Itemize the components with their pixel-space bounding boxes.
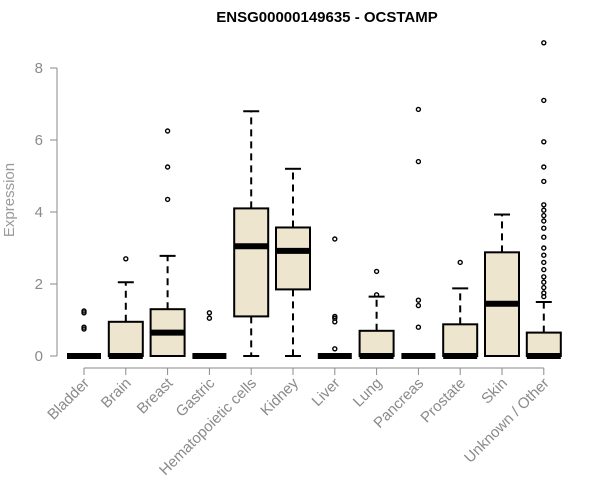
- outlier-point: [415, 324, 422, 330]
- box-group: [149, 128, 186, 358]
- outlier-point: [541, 164, 547, 170]
- y-tick-label: 4: [35, 204, 43, 221]
- outlier-point: [541, 212, 547, 219]
- box-group: [442, 259, 479, 359]
- outlier-point: [373, 292, 380, 298]
- x-tick-label: Kidney: [257, 374, 302, 419]
- y-tick-label: 8: [35, 60, 43, 77]
- outlier-point: [81, 308, 87, 314]
- outlier-point: [541, 279, 547, 285]
- outlier-point: [541, 178, 547, 185]
- outlier-point: [206, 310, 213, 316]
- outlier-point: [332, 313, 338, 320]
- outlier-point: [541, 234, 547, 240]
- outlier-point: [541, 284, 547, 291]
- outlier-point: [164, 164, 171, 170]
- outlier-point: [541, 218, 547, 224]
- x-tick-label: Skin: [478, 375, 511, 408]
- x-tick-label: Bladder: [44, 375, 93, 424]
- x-tick-label: Liver: [309, 375, 344, 410]
- outlier-point: [457, 259, 463, 266]
- outlier-point: [541, 40, 547, 46]
- outlier-point: [415, 302, 422, 309]
- outlier-point: [541, 252, 547, 258]
- outlier-point: [541, 97, 547, 104]
- box: [525, 331, 562, 358]
- outlier-point: [541, 245, 547, 251]
- box-group: [358, 268, 395, 359]
- x-tick-label: Breast: [134, 374, 177, 417]
- x-tick-label: Lung: [350, 375, 386, 411]
- box-group: [192, 310, 227, 359]
- outlier-point: [332, 346, 338, 352]
- outlier-point: [415, 158, 422, 165]
- y-tick-label: 0: [35, 348, 43, 365]
- outlier-point: [541, 266, 547, 273]
- box-group: [233, 110, 270, 357]
- outlier-point: [541, 207, 547, 213]
- box-group: [317, 236, 352, 359]
- box: [275, 226, 311, 291]
- outlier-point: [164, 196, 171, 203]
- box: [358, 329, 395, 357]
- outlier-point: [541, 202, 547, 208]
- outlier-point: [541, 274, 547, 280]
- box: [442, 323, 479, 358]
- box-group: [525, 40, 562, 359]
- x-tick-label: Prostate: [417, 375, 469, 427]
- outlier-point: [541, 225, 547, 231]
- outlier-point: [541, 290, 547, 296]
- chart-title: ENSG00000149635 - OCSTAMP: [216, 9, 438, 26]
- y-tick-label: 2: [35, 276, 43, 293]
- y-tick-label: 6: [35, 132, 43, 149]
- outlier-point: [541, 139, 547, 145]
- box: [107, 320, 144, 357]
- y-axis: 0 2 4 6 8: [35, 60, 58, 365]
- outlier-point: [415, 106, 422, 113]
- outlier-point: [541, 259, 547, 266]
- x-tick-label: Brain: [98, 375, 135, 412]
- outlier-point: [332, 236, 338, 242]
- box: [233, 207, 270, 318]
- box-group: [67, 308, 101, 359]
- outlier-point: [123, 256, 129, 262]
- box-group: [107, 256, 144, 359]
- plot-area: [67, 40, 562, 359]
- box-group: [484, 213, 520, 358]
- outlier-point: [206, 315, 213, 321]
- box-group: [275, 167, 311, 357]
- y-axis-label: Expression: [1, 163, 18, 237]
- outlier-point: [81, 324, 87, 330]
- box-group: [401, 106, 436, 359]
- outlier-point: [415, 297, 422, 303]
- outlier-point: [164, 128, 171, 134]
- outlier-point: [373, 268, 380, 275]
